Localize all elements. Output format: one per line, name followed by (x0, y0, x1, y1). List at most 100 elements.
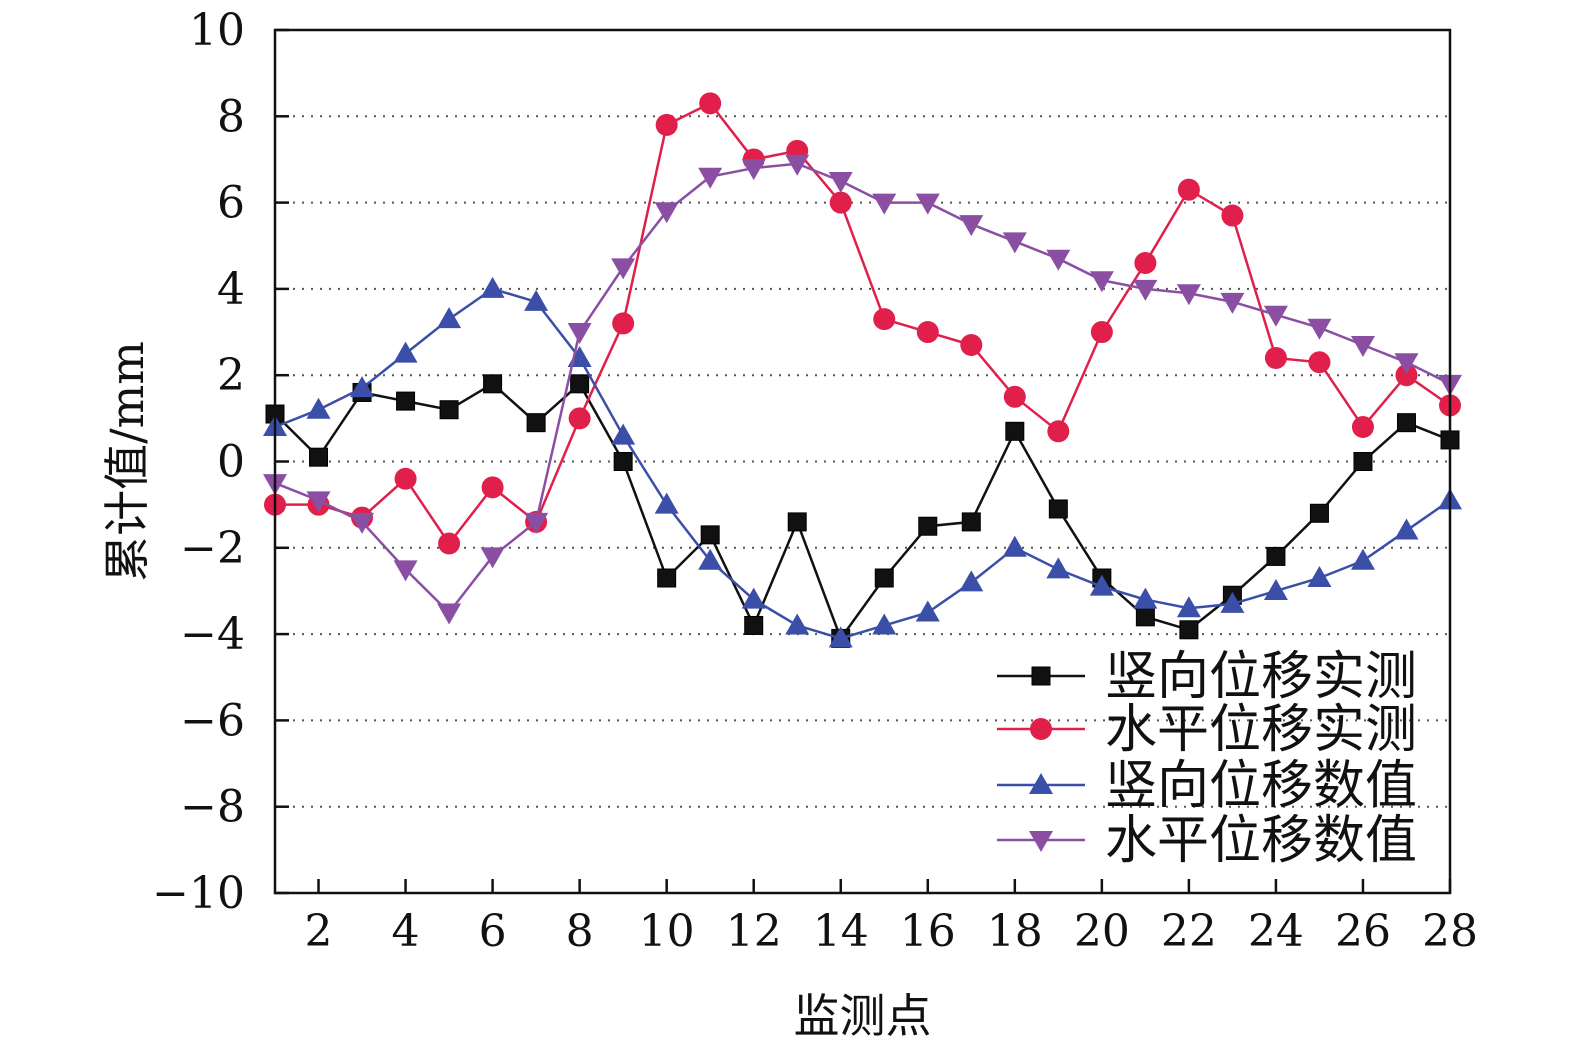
x-tick-label: 22 (1161, 906, 1217, 957)
y-tick-label: −10 (152, 868, 245, 919)
data-point (785, 613, 810, 635)
data-point (394, 467, 417, 490)
y-tick-label: 4 (217, 264, 245, 315)
data-point (657, 568, 677, 588)
data-point (1002, 232, 1027, 254)
series-line-0 (274, 381, 1451, 642)
x-tick-label: 8 (566, 906, 594, 957)
legend-marker (1030, 718, 1052, 740)
data-point (1179, 620, 1199, 640)
y-tick-label: 0 (217, 437, 245, 488)
data-point (1046, 249, 1071, 271)
data-point (655, 113, 678, 136)
data-point (481, 476, 504, 499)
data-point (438, 532, 461, 555)
data-point (309, 447, 329, 467)
data-point (1090, 321, 1113, 344)
data-point (1307, 318, 1332, 340)
legend-label: 水平位移实测 (1105, 700, 1417, 760)
data-point (874, 568, 894, 588)
data-point (1350, 335, 1375, 357)
data-point (611, 258, 636, 280)
data-point (741, 587, 766, 609)
data-point (393, 560, 418, 582)
data-point (744, 615, 764, 635)
series-line-2 (274, 287, 1451, 640)
legend-item-3: 水平位移数值 (997, 811, 1417, 871)
data-point (700, 525, 720, 545)
legend-marker (1031, 666, 1051, 686)
y-tick-label: −8 (180, 782, 245, 833)
series-3 (263, 154, 1462, 625)
data-point (1264, 346, 1287, 369)
data-point (1003, 385, 1026, 408)
x-tick-label: 4 (392, 906, 420, 957)
x-tick-label: 24 (1248, 906, 1304, 957)
legend-item-2: 竖向位移数值 (997, 756, 1417, 816)
data-point (828, 172, 853, 194)
data-point (918, 516, 938, 536)
series-1 (264, 92, 1461, 555)
x-tick-label: 12 (726, 906, 782, 957)
legend-label: 竖向位移数值 (1105, 756, 1417, 816)
data-point (306, 491, 331, 513)
y-tick-label: −4 (180, 609, 245, 660)
data-point (1089, 574, 1114, 596)
data-point (699, 92, 722, 115)
data-point (1308, 351, 1331, 374)
data-point (873, 308, 896, 331)
data-point (480, 547, 505, 569)
legend-label: 竖向位移实测 (1105, 647, 1417, 707)
data-point (437, 307, 462, 329)
data-point (1394, 518, 1419, 540)
data-point (350, 512, 375, 534)
data-point (787, 512, 807, 532)
x-axis-title: 监测点 (794, 989, 932, 1043)
x-tick-label: 16 (900, 906, 956, 957)
data-point (654, 202, 679, 224)
data-point (526, 413, 546, 433)
y-tick-label: 2 (217, 350, 245, 401)
y-tick-label: 10 (189, 5, 245, 56)
data-point (1263, 578, 1288, 600)
legend-item-1: 水平位移实测 (997, 700, 1417, 760)
data-point (1395, 364, 1418, 387)
y-tick-label: −2 (180, 523, 245, 574)
data-point (1177, 178, 1200, 201)
data-point (396, 391, 416, 411)
plot-series (263, 92, 1462, 648)
data-point (613, 452, 633, 471)
data-point (1134, 252, 1157, 275)
y-tick-label: 6 (217, 178, 245, 229)
data-point (1350, 548, 1375, 570)
data-point (524, 512, 549, 534)
data-point (741, 159, 766, 181)
data-point (828, 626, 853, 648)
x-tick-label: 6 (479, 906, 507, 957)
data-point (483, 374, 503, 394)
data-point (1005, 421, 1025, 441)
data-point (872, 613, 897, 635)
data-point (350, 376, 375, 398)
data-point (1394, 353, 1419, 375)
legend-marker (1029, 831, 1053, 852)
data-point (1309, 503, 1329, 523)
y-tick-label: −6 (180, 695, 245, 746)
y-axis-title: 累计值/mm (100, 341, 154, 582)
data-point (1002, 535, 1027, 557)
data-point (1351, 415, 1374, 438)
data-point (961, 512, 981, 532)
x-tick-label: 2 (305, 906, 333, 957)
data-point (524, 289, 549, 311)
data-point (698, 548, 723, 570)
data-point (1133, 279, 1158, 301)
data-point (1220, 591, 1245, 613)
x-tick-label: 10 (639, 906, 695, 957)
data-point (439, 400, 459, 420)
series-2 (263, 276, 1462, 648)
data-point (959, 570, 984, 592)
data-point (1133, 587, 1158, 609)
